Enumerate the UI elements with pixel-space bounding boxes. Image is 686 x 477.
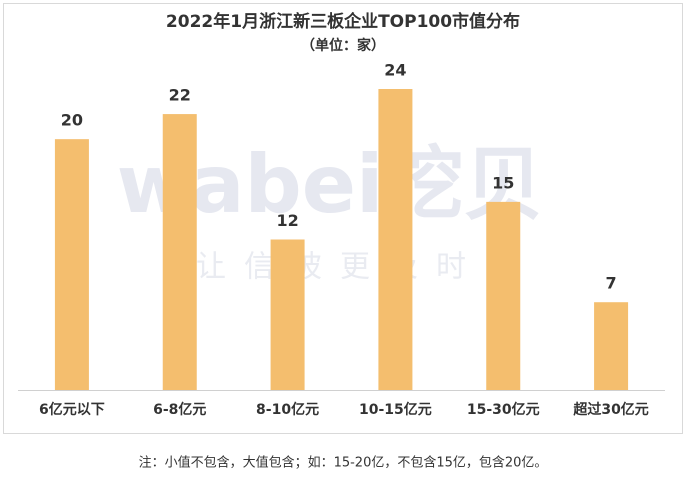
chart-title: 2022年1月浙江新三板企业TOP100市值分布 xyxy=(166,11,520,32)
bar xyxy=(54,139,89,390)
bar xyxy=(594,302,629,390)
bar xyxy=(378,89,413,390)
bar xyxy=(162,114,197,390)
x-tick-label: 超过30亿元 xyxy=(572,401,648,418)
value-label: 12 xyxy=(276,211,298,230)
x-tick-label: 8-10亿元 xyxy=(256,401,319,418)
chart-frame xyxy=(3,3,683,434)
x-tick-label: 6亿元以下 xyxy=(39,401,105,418)
chart-subtitle: （单位：家） xyxy=(301,37,385,54)
watermark-slogan: 让信披更及时 xyxy=(196,250,484,285)
x-tick-label: 15-30亿元 xyxy=(467,401,540,418)
value-label: 20 xyxy=(61,111,83,130)
note: 注：小值不包含，大值包含；如：15-20亿，不包含15亿，包含20亿。 xyxy=(139,455,548,471)
bar xyxy=(486,201,521,390)
bar xyxy=(270,239,305,390)
x-tick-label: 10-15亿元 xyxy=(359,401,432,418)
value-label: 15 xyxy=(492,173,514,192)
x-tick-label: 6-8亿元 xyxy=(153,401,206,418)
value-label: 7 xyxy=(606,274,617,293)
value-label: 24 xyxy=(384,61,406,80)
value-label: 22 xyxy=(169,86,191,105)
